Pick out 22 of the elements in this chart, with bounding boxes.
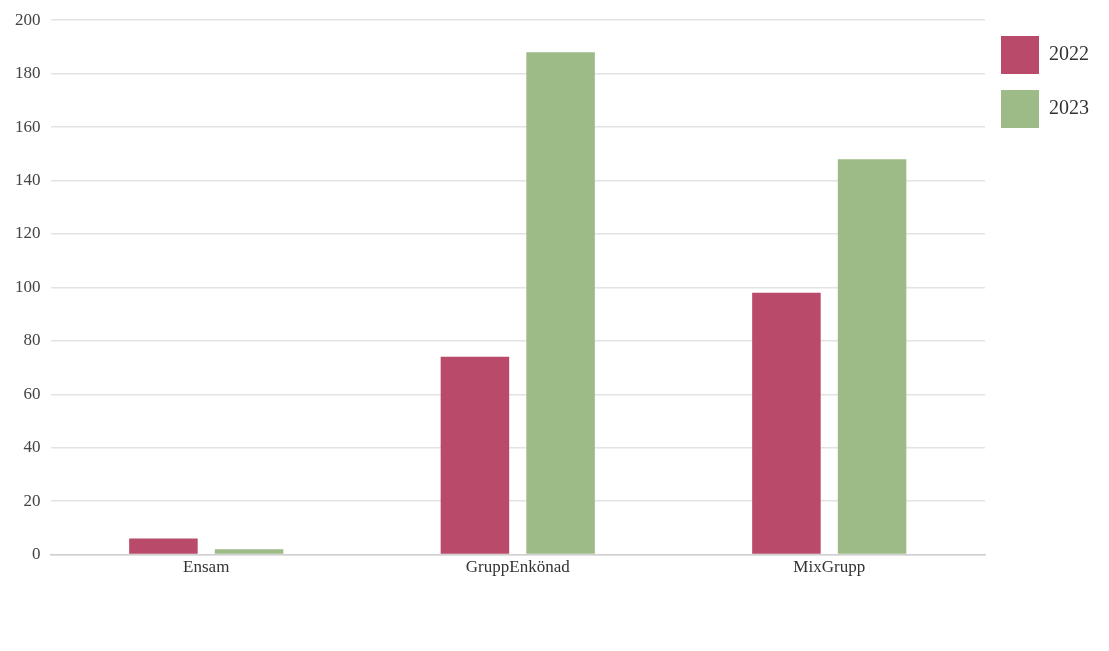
y-tick-label: 180 (15, 63, 41, 83)
y-tick-label: 80 (23, 330, 41, 350)
legend-label: 2023 (1049, 96, 1089, 119)
bar (214, 549, 284, 554)
y-tick-label: 160 (15, 116, 41, 136)
bar (440, 356, 510, 554)
y-tick-label: 200 (15, 9, 41, 29)
bar (752, 292, 821, 554)
bar (526, 52, 595, 554)
y-tick-label: 60 (23, 383, 41, 403)
x-tick-label: GruppEnkönad (465, 557, 571, 577)
y-tick-label: 100 (15, 276, 41, 296)
bar (837, 159, 907, 554)
bar (129, 538, 198, 554)
y-tick-label: 120 (15, 223, 41, 243)
y-tick-label: 140 (15, 169, 41, 189)
y-tick-label: 40 (23, 437, 41, 457)
x-tick-label: Ensam (183, 557, 230, 577)
legend-label: 2022 (1049, 42, 1089, 65)
x-tick-label: MixGrupp (793, 557, 866, 577)
y-tick-label: 20 (23, 490, 41, 510)
y-tick-label: 0 (32, 544, 41, 564)
